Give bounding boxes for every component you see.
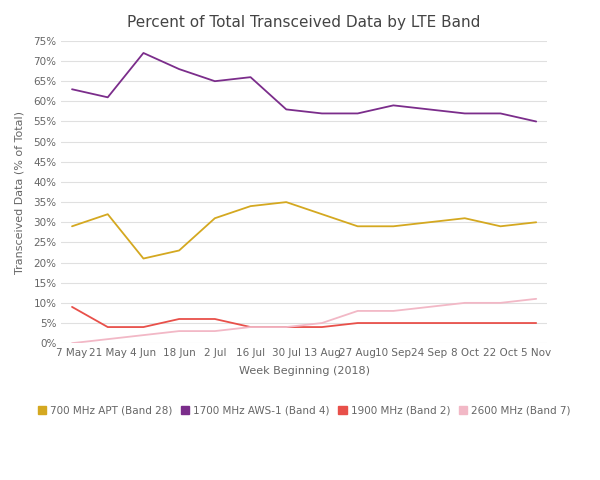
2600 MHz (Band 7) [211, 328, 218, 334]
Line: 700 MHz APT (Band 28): 700 MHz APT (Band 28) [72, 202, 536, 259]
2600 MHz (Band 7) [319, 320, 326, 326]
1700 MHz AWS-1 (Band 4) [461, 110, 469, 116]
Y-axis label: Transceived Data (% of Total): Transceived Data (% of Total) [15, 110, 25, 274]
1900 MHz (Band 2) [319, 324, 326, 330]
1700 MHz AWS-1 (Band 4) [497, 110, 504, 116]
1700 MHz AWS-1 (Band 4) [390, 103, 397, 108]
Line: 1900 MHz (Band 2): 1900 MHz (Band 2) [72, 307, 536, 327]
2600 MHz (Band 7) [176, 328, 183, 334]
1700 MHz AWS-1 (Band 4) [533, 119, 540, 124]
700 MHz APT (Band 28) [68, 223, 76, 229]
1700 MHz AWS-1 (Band 4) [425, 107, 433, 112]
700 MHz APT (Band 28) [425, 219, 433, 225]
2600 MHz (Band 7) [425, 304, 433, 310]
X-axis label: Week Beginning (2018): Week Beginning (2018) [239, 366, 370, 376]
1700 MHz AWS-1 (Band 4) [176, 66, 183, 72]
2600 MHz (Band 7) [461, 300, 469, 306]
700 MHz APT (Band 28) [283, 199, 290, 205]
700 MHz APT (Band 28) [497, 223, 504, 229]
1900 MHz (Band 2) [461, 320, 469, 326]
2600 MHz (Band 7) [283, 324, 290, 330]
2600 MHz (Band 7) [247, 324, 254, 330]
2600 MHz (Band 7) [140, 332, 147, 338]
1900 MHz (Band 2) [425, 320, 433, 326]
2600 MHz (Band 7) [104, 336, 112, 342]
1900 MHz (Band 2) [390, 320, 397, 326]
1900 MHz (Band 2) [283, 324, 290, 330]
1700 MHz AWS-1 (Band 4) [319, 110, 326, 116]
Title: Percent of Total Transceived Data by LTE Band: Percent of Total Transceived Data by LTE… [127, 15, 481, 30]
1900 MHz (Band 2) [68, 304, 76, 310]
Line: 2600 MHz (Band 7): 2600 MHz (Band 7) [72, 299, 536, 343]
1700 MHz AWS-1 (Band 4) [140, 50, 147, 56]
Legend: 700 MHz APT (Band 28), 1700 MHz AWS-1 (Band 4), 1900 MHz (Band 2), 2600 MHz (Ban: 700 MHz APT (Band 28), 1700 MHz AWS-1 (B… [34, 401, 575, 420]
1900 MHz (Band 2) [497, 320, 504, 326]
2600 MHz (Band 7) [390, 308, 397, 314]
2600 MHz (Band 7) [533, 296, 540, 302]
700 MHz APT (Band 28) [319, 211, 326, 217]
700 MHz APT (Band 28) [247, 203, 254, 209]
2600 MHz (Band 7) [497, 300, 504, 306]
700 MHz APT (Band 28) [354, 223, 361, 229]
700 MHz APT (Band 28) [390, 223, 397, 229]
700 MHz APT (Band 28) [140, 256, 147, 262]
1900 MHz (Band 2) [176, 316, 183, 322]
700 MHz APT (Band 28) [461, 216, 469, 221]
700 MHz APT (Band 28) [211, 216, 218, 221]
1900 MHz (Band 2) [104, 324, 112, 330]
700 MHz APT (Band 28) [176, 248, 183, 253]
1700 MHz AWS-1 (Band 4) [68, 86, 76, 92]
1900 MHz (Band 2) [533, 320, 540, 326]
1900 MHz (Band 2) [140, 324, 147, 330]
700 MHz APT (Band 28) [104, 211, 112, 217]
1700 MHz AWS-1 (Band 4) [211, 78, 218, 84]
700 MHz APT (Band 28) [533, 219, 540, 225]
1900 MHz (Band 2) [247, 324, 254, 330]
1700 MHz AWS-1 (Band 4) [283, 107, 290, 112]
1900 MHz (Band 2) [354, 320, 361, 326]
1900 MHz (Band 2) [211, 316, 218, 322]
1700 MHz AWS-1 (Band 4) [247, 74, 254, 80]
1700 MHz AWS-1 (Band 4) [354, 110, 361, 116]
Line: 1700 MHz AWS-1 (Band 4): 1700 MHz AWS-1 (Band 4) [72, 53, 536, 121]
1700 MHz AWS-1 (Band 4) [104, 95, 112, 100]
2600 MHz (Band 7) [354, 308, 361, 314]
2600 MHz (Band 7) [68, 340, 76, 346]
